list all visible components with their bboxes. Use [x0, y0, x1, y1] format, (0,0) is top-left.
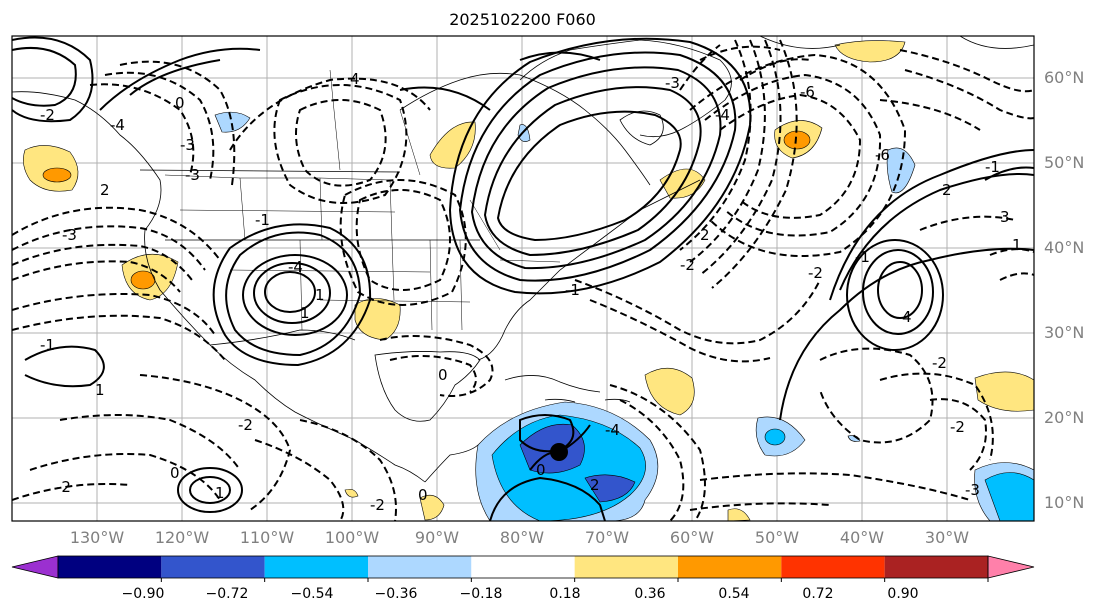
lon-label: 50°W	[754, 528, 800, 547]
colorbar-extend-high	[987, 555, 1035, 579]
lat-label: 30°N	[1044, 323, 1085, 342]
colorbar-swatch	[678, 556, 782, 578]
contour-label: 2	[942, 181, 952, 199]
colorbar-swatch	[161, 556, 265, 578]
colorbar-swatch	[574, 556, 678, 578]
contour-label: 1	[315, 286, 325, 304]
lat-label: 50°N	[1044, 153, 1085, 172]
contour-label: -3	[965, 481, 980, 499]
negative-contours	[12, 39, 1034, 521]
lon-label: 80°W	[499, 528, 545, 547]
contour-label: -2	[56, 478, 71, 496]
contour-label: 2	[700, 226, 710, 244]
colorbar-tick-label: 0.36	[634, 586, 666, 602]
colorbar-swatch	[58, 556, 162, 578]
contour-label: 0	[438, 366, 448, 384]
contour-label: -3	[180, 136, 195, 154]
contour-label-group: 4 -3 -3 -4 -2 2 0 -1 -3 -4 1 1 -1 -2 -3 …	[40, 70, 1022, 514]
contour-label: -2	[370, 496, 385, 514]
lon-label: 130°W	[69, 528, 125, 547]
colorbar	[11, 555, 1035, 582]
colorbar-frame	[57, 555, 989, 579]
contour-label: -2	[40, 106, 55, 124]
contour-label: -2	[932, 354, 947, 372]
colorbar-tick-label: 0.90	[887, 586, 919, 602]
contour-label: -3	[62, 226, 77, 244]
contour-label: 1	[215, 484, 225, 502]
contour-label: -4	[715, 106, 730, 124]
map-title: 2025102200 F060	[449, 10, 596, 29]
contour-label: 0	[536, 461, 546, 479]
contour-label: -6	[800, 83, 815, 101]
lat-label: 40°N	[1044, 238, 1085, 257]
lat-label: 10°N	[1044, 493, 1085, 512]
colorbar-tick-label: −0.90	[121, 586, 165, 602]
colorbar-tick-label: 0.54	[718, 586, 750, 602]
contour-label: -4	[110, 116, 125, 134]
contour-label: -1	[565, 281, 580, 299]
contour-label: 0	[418, 486, 428, 504]
lon-label: 40°W	[839, 528, 885, 547]
lat-label: 20°N	[1044, 408, 1085, 427]
colorbar-tick-label: 0.18	[549, 586, 581, 602]
contour-label: 1	[95, 381, 105, 399]
lon-label: 60°W	[669, 528, 715, 547]
colorbar-tick-label: 0.72	[802, 586, 834, 602]
contour-label: -1	[985, 158, 1000, 176]
contour-label: -2	[950, 418, 965, 436]
contour-label: 0	[170, 464, 180, 482]
contour-label: -2	[808, 264, 823, 282]
colorbar-tick-label: −0.54	[290, 586, 334, 602]
contour-label: -4	[288, 258, 303, 276]
map-frame	[11, 35, 1035, 522]
contour-label: -3	[185, 166, 200, 184]
contour-label: -3	[665, 74, 680, 92]
lat-label: 60°N	[1044, 68, 1085, 87]
colorbar-swatch	[471, 556, 575, 578]
contour-label: -1	[855, 248, 870, 266]
contour-label: -2	[238, 416, 253, 434]
lon-label: 100°W	[324, 528, 380, 547]
contour-label: 1	[300, 304, 310, 322]
contour-label: 1	[1012, 236, 1022, 254]
lon-label: 30°W	[924, 528, 970, 547]
lon-label: 110°W	[239, 528, 295, 547]
contour-label: -4	[605, 421, 620, 439]
storm-center-icon	[550, 443, 568, 461]
lon-label: 70°W	[584, 528, 630, 547]
contour-label: 4	[350, 70, 360, 88]
contour-label: 3	[1000, 208, 1010, 226]
contour-label: -2	[680, 256, 695, 274]
contour-label: 4	[902, 308, 912, 326]
lon-label: 90°W	[414, 528, 460, 547]
colorbar-tick-label: −0.18	[459, 586, 503, 602]
contour-label: -6	[875, 146, 890, 164]
lon-label: 120°W	[154, 528, 210, 547]
colorbar-tick-label: −0.72	[205, 586, 249, 602]
colorbar-extend-low	[11, 555, 59, 579]
colorbar-swatch	[884, 556, 988, 578]
contour-label: 0	[175, 94, 185, 112]
contour-label: 2	[590, 476, 600, 494]
colorbar-tick-label: −0.36	[374, 586, 418, 602]
positive-contours	[12, 36, 1034, 521]
colorbar-swatch	[781, 556, 885, 578]
graticule	[12, 36, 1034, 521]
storm-marker	[529, 424, 591, 471]
contour-label: -1	[40, 336, 55, 354]
colorbar-swatch	[264, 556, 368, 578]
colorbar-swatch	[368, 556, 472, 578]
contour-label: -1	[255, 211, 270, 229]
contour-label: 2	[100, 181, 110, 199]
